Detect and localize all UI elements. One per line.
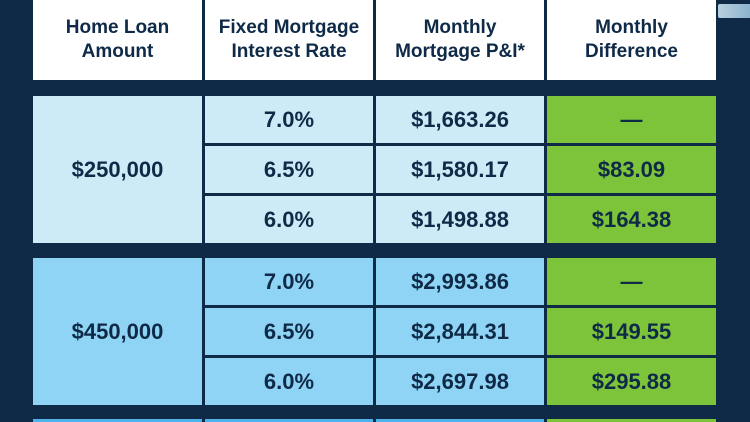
difference-cell: — xyxy=(547,96,716,143)
rate-cell: 6.0% xyxy=(205,196,373,243)
header-monthly-payment-line1: Monthly xyxy=(423,17,497,38)
difference-cell: $164.38 xyxy=(547,196,716,243)
difference-cell: $83.09 xyxy=(547,146,716,193)
loan-amount-cell: $250,000 xyxy=(33,96,202,243)
payment-cell: $1,580.17 xyxy=(376,146,544,193)
header-interest-rate: Fixed Mortgage Interest Rate xyxy=(205,0,373,80)
difference-cell-partial xyxy=(547,419,716,422)
decorative-corner-graphic xyxy=(718,4,750,18)
header-interest-rate-line2: Interest Rate xyxy=(231,41,347,62)
header-monthly-difference-line2: Difference xyxy=(585,41,678,62)
payment-cell: $2,697.98 xyxy=(376,358,544,405)
payment-cell: $1,663.26 xyxy=(376,96,544,143)
header-interest-rate-line1: Fixed Mortgage xyxy=(218,17,360,38)
rate-cell: 7.0% xyxy=(205,96,373,143)
difference-cell: $295.88 xyxy=(547,358,716,405)
rate-cell: 6.5% xyxy=(205,308,373,355)
header-loan-amount-line2: Amount xyxy=(81,41,154,62)
header-monthly-payment-line2: Mortgage P&I* xyxy=(395,41,525,62)
rate-cell: 6.0% xyxy=(205,358,373,405)
header-monthly-payment: Monthly Mortgage P&I* xyxy=(376,0,544,80)
rate-cell-partial xyxy=(205,419,373,422)
rate-cell: 6.5% xyxy=(205,146,373,193)
header-monthly-difference: Monthly Difference xyxy=(547,0,716,80)
header-monthly-difference-line1: Monthly xyxy=(595,17,668,38)
payment-cell: $1,498.88 xyxy=(376,196,544,243)
rate-cell: 7.0% xyxy=(205,258,373,305)
payment-cell: $2,993.86 xyxy=(376,258,544,305)
loan-amount-cell-partial xyxy=(33,419,202,422)
loan-amount-cell: $450,000 xyxy=(33,258,202,405)
difference-cell: $149.55 xyxy=(547,308,716,355)
header-loan-amount-line1: Home Loan xyxy=(65,17,170,38)
header-loan-amount: Home Loan Amount xyxy=(33,0,202,80)
payment-cell: $2,844.31 xyxy=(376,308,544,355)
payment-cell-partial xyxy=(376,419,544,422)
difference-cell: — xyxy=(547,258,716,305)
